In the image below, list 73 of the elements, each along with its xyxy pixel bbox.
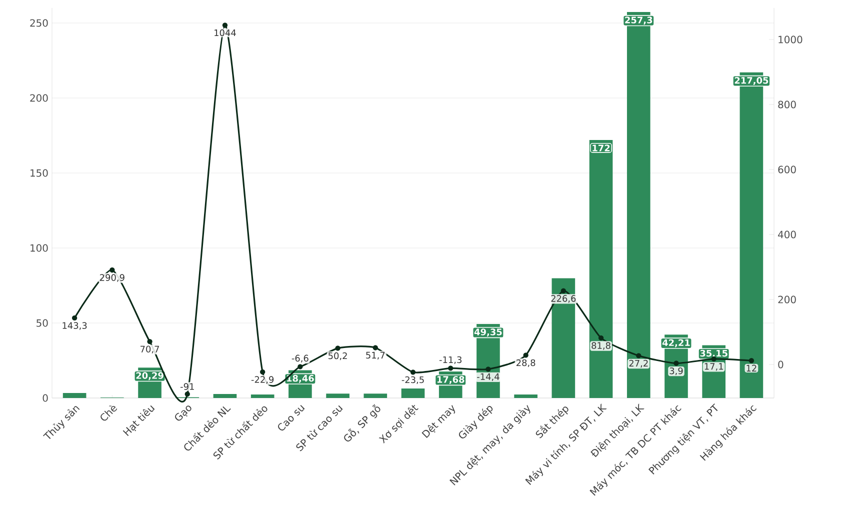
data-label: 51,7 (366, 352, 385, 360)
point (335, 346, 340, 351)
y-tick-label: 150 (30, 169, 48, 177)
point (372, 345, 378, 350)
x-tick-label: Chè (100, 406, 118, 421)
bar (364, 394, 388, 398)
y2-tick-label: 0 (778, 360, 784, 368)
point (560, 288, 566, 294)
y-tick-label: 0 (42, 394, 48, 402)
data-label: 3,9 (670, 367, 683, 376)
x-tick-label: Hạt tiêu (122, 405, 155, 436)
point (523, 352, 528, 358)
data-label: 290,9 (100, 274, 124, 282)
bar (514, 394, 538, 398)
point (110, 267, 115, 273)
bar (626, 12, 650, 398)
point (222, 22, 228, 28)
data-label: 35,15 (700, 350, 728, 358)
y-tick-label: 100 (30, 244, 48, 252)
data-label: 143,3 (62, 322, 87, 330)
data-label: 28,8 (516, 359, 536, 368)
data-label: 12 (746, 364, 756, 372)
y-tick-label: 50 (36, 319, 48, 327)
data-label: 70,7 (140, 346, 159, 354)
x-tick-label: Cao su (278, 404, 305, 430)
y2-tick-label: 600 (778, 166, 796, 174)
data-label: 17,1 (704, 363, 723, 371)
data-label: 172 (592, 144, 610, 152)
point (636, 353, 642, 358)
bar (401, 388, 425, 398)
y2-tick-label: 800 (778, 100, 796, 108)
data-label: 27,2 (629, 360, 648, 368)
point (448, 366, 454, 371)
point (184, 392, 190, 397)
data-label: 17,68 (437, 376, 464, 384)
y2-tick-label: 400 (778, 230, 796, 238)
point (72, 315, 78, 321)
point (748, 358, 754, 364)
point (598, 335, 604, 341)
data-label: -23,5 (402, 376, 424, 384)
data-label: 1044 (214, 29, 236, 36)
data-label: -91 (180, 383, 194, 390)
data-label: 18,46 (287, 374, 314, 383)
bar (250, 394, 274, 398)
data-label: -11,3 (439, 356, 462, 364)
bar (213, 394, 237, 398)
data-label: 42,21 (662, 339, 690, 348)
data-label: 49,35 (474, 328, 502, 336)
point (410, 370, 416, 375)
data-label: -22,9 (251, 376, 274, 384)
data-label: 81,8 (592, 342, 610, 350)
point (260, 369, 266, 375)
point (486, 366, 491, 372)
y2-tick-label: 1000 (778, 36, 802, 44)
data-label: 217,05 (734, 77, 768, 85)
x-tick-label: Gỗ, SP gỗ (344, 404, 380, 442)
data-label: -14,4 (477, 373, 500, 381)
bar (62, 393, 86, 398)
y-tick-label: 250 (30, 19, 48, 27)
bar (589, 140, 613, 398)
bar (552, 278, 576, 398)
point (674, 360, 679, 366)
data-label: 226,6 (551, 295, 576, 303)
data-label: -6,6 (292, 354, 308, 362)
point (298, 364, 303, 370)
data-label: 257,3 (625, 16, 652, 25)
data-label: 20,29 (136, 372, 164, 380)
y-tick-label: 200 (30, 94, 48, 102)
x-tick-label: Gạo (175, 406, 192, 421)
data-label: 50,2 (328, 352, 347, 360)
y2-tick-label: 200 (778, 296, 796, 304)
bar (326, 394, 350, 398)
point (147, 338, 152, 344)
